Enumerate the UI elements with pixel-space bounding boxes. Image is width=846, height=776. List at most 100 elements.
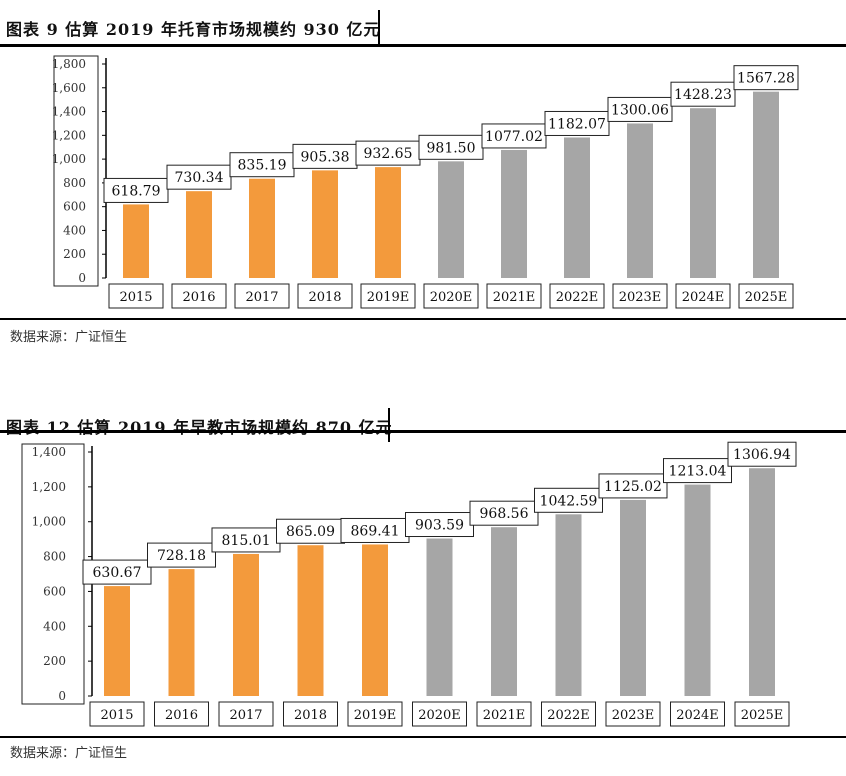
x-tick-label: 2021E — [483, 708, 526, 723]
data-label: 835.19 — [238, 158, 287, 174]
bar — [555, 514, 582, 696]
data-label-box — [292, 143, 358, 169]
x-tick-label: 2019E — [367, 290, 410, 305]
x-tick-label: 2015 — [100, 708, 133, 723]
data-label: 1042.59 — [540, 493, 598, 509]
y-tick-label: 800 — [63, 176, 86, 190]
data-label: 730.34 — [175, 170, 224, 186]
x-tick-box — [154, 701, 209, 727]
bar — [564, 137, 590, 278]
data-label: 728.18 — [157, 548, 206, 564]
bar — [104, 586, 130, 696]
x-tick-label: 2015 — [119, 290, 152, 305]
x-tick-box — [347, 701, 403, 727]
chart-block-childcare: 图表 9 估算 2019 年托育市场规模约 930 亿元 0 200 400 600 8… — [0, 0, 846, 350]
bar — [426, 538, 453, 696]
x-tick-label: 2024E — [676, 708, 719, 723]
data-label-box — [103, 177, 169, 203]
title-divider — [388, 408, 390, 442]
x-tick-label: 2016 — [182, 290, 215, 305]
chart-title: 图表 9 估算 2019 年托育市场规模约 930 亿元 — [6, 20, 381, 39]
bar — [297, 545, 324, 696]
x-tick-label: 2022E — [556, 290, 599, 305]
x-tick-box — [108, 283, 164, 309]
bar — [501, 149, 527, 278]
x-tick-box — [486, 283, 542, 309]
data-label-box — [727, 441, 797, 467]
data-label-box — [82, 559, 152, 585]
bar-chart-childcare: 0 200 400 600 800 1,000 1,200 1,400 1,600 1,800 61… — [52, 55, 799, 309]
x-tick-box — [297, 283, 353, 309]
data-label: 815.01 — [222, 533, 271, 549]
data-label-box — [607, 96, 673, 122]
bar — [684, 484, 711, 696]
y-tick-label: 1,600 — [52, 81, 86, 95]
data-label: 905.38 — [301, 149, 350, 165]
x-tick-label: 2019E — [354, 708, 397, 723]
source-divider — [0, 736, 846, 738]
title-underline — [0, 44, 846, 47]
data-label: 630.67 — [93, 565, 142, 581]
y-tick-label: 1,200 — [52, 128, 86, 142]
x-tick-box — [549, 283, 605, 309]
data-label: 1428.23 — [674, 87, 732, 103]
x-tick-box — [234, 283, 290, 309]
y-tick-label: 1,400 — [32, 445, 66, 459]
data-label-box — [469, 500, 539, 526]
x-tick-label: 2021E — [493, 290, 536, 305]
x-tick-label: 2020E — [430, 290, 473, 305]
x-tick-label: 2025E — [745, 290, 788, 305]
y-axis-frame — [53, 55, 99, 287]
data-label: 903.59 — [415, 518, 464, 534]
title-underline — [0, 430, 846, 433]
bar — [312, 170, 338, 278]
source-note: 数据来源：广证恒生 — [10, 746, 128, 761]
data-label-box — [147, 542, 216, 568]
x-tick-label: 2017 — [245, 290, 278, 305]
bar — [627, 123, 653, 278]
x-tick-label: 2018 — [294, 708, 327, 723]
y-tick-label: 0 — [78, 271, 86, 285]
chart-block-early-education: 图表 12 估算 2019 年早教市场规模约 870 亿元 0 200 400 600… — [0, 398, 846, 776]
x-tick-box — [670, 701, 725, 727]
bar — [620, 499, 646, 696]
bar — [375, 167, 401, 278]
data-label-box — [544, 110, 610, 136]
bar — [123, 204, 149, 278]
data-label: 981.50 — [427, 140, 476, 156]
data-label: 618.79 — [112, 183, 161, 199]
data-label: 1077.02 — [485, 129, 543, 145]
x-tick-label: 2022E — [547, 708, 590, 723]
x-tick-box — [283, 701, 338, 727]
bar — [362, 544, 388, 696]
data-label: 865.09 — [286, 524, 335, 540]
y-tick-label: 1,800 — [52, 57, 86, 71]
x-tick-box — [412, 701, 467, 727]
bar — [186, 191, 212, 278]
y-tick-label: 600 — [43, 584, 66, 598]
y-tick-label: 1,200 — [32, 480, 66, 494]
x-tick-box — [675, 283, 731, 309]
data-label-box — [418, 134, 484, 160]
data-label: 1306.94 — [733, 447, 791, 463]
x-tick-box — [738, 283, 794, 309]
x-tick-label: 2024E — [682, 290, 725, 305]
x-tick-box — [218, 701, 274, 727]
x-tick-box — [360, 283, 416, 309]
y-tick-label: 200 — [63, 247, 86, 261]
y-tick-label: 400 — [63, 223, 86, 237]
bar — [753, 91, 779, 279]
x-tick-label: 2018 — [308, 290, 341, 305]
x-tick-box — [171, 283, 227, 309]
data-label-box — [598, 473, 668, 499]
y-tick-label: 200 — [43, 654, 66, 668]
data-label-box — [340, 517, 410, 543]
data-label: 1567.28 — [737, 71, 795, 87]
bar — [249, 178, 275, 278]
data-label-box — [663, 458, 732, 484]
x-tick-label: 2017 — [229, 708, 262, 723]
data-label: 1300.06 — [611, 102, 669, 118]
y-tick-label: 400 — [43, 619, 66, 633]
x-tick-box — [476, 701, 532, 727]
data-label: 1213.04 — [669, 464, 727, 480]
